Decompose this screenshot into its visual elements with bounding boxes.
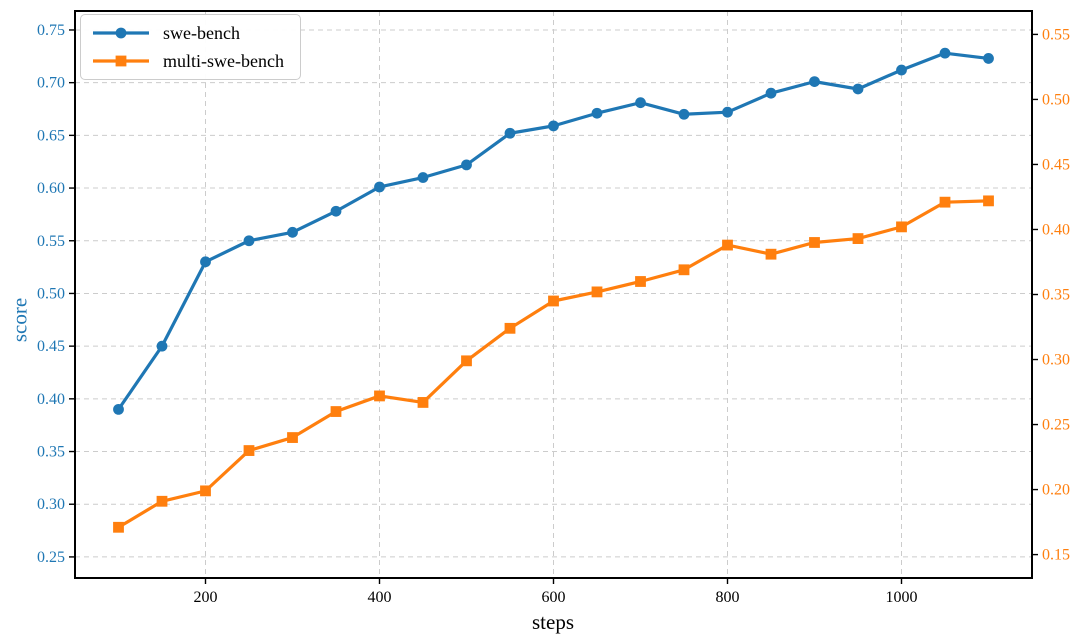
- left-tick-label: 0.25: [37, 549, 65, 566]
- right-tick-label: 0.35: [1042, 287, 1070, 304]
- swe-bench-point: [983, 53, 994, 64]
- plot-border: [74, 10, 1033, 579]
- multi-swe-bench-point: [678, 264, 690, 276]
- left-tick-label: 0.65: [37, 127, 65, 144]
- right-tick-label: 0.50: [1042, 91, 1070, 108]
- swe-bench-point: [461, 159, 472, 171]
- right-tick-label: 0.55: [1042, 26, 1070, 43]
- right-tick-label: 0.30: [1042, 352, 1070, 369]
- y-axis-label: score: [7, 297, 32, 343]
- swe-bench-point: [504, 127, 516, 139]
- multi-swe-bench-point: [548, 295, 559, 307]
- left-tick-label: 0.50: [37, 285, 65, 302]
- multi-swe-bench-point: [983, 195, 994, 207]
- swe-bench-point: [939, 47, 951, 59]
- legend-item-swe-bench: swe-bench: [91, 22, 284, 44]
- multi-swe-bench-point: [635, 276, 646, 287]
- multi-swe-bench-point: [417, 397, 429, 408]
- x-tick-label: 200: [194, 589, 218, 606]
- swe-bench-point: [809, 76, 820, 88]
- multi-swe-bench-point: [156, 495, 168, 507]
- multi-swe-bench-point: [765, 248, 777, 260]
- swe-bench-point: [678, 108, 690, 120]
- multi-swe-bench-point: [461, 355, 472, 367]
- left-tick-label: 0.55: [37, 233, 65, 250]
- multi-swe-bench-point: [330, 406, 342, 417]
- right-tick-label: 0.45: [1042, 156, 1070, 173]
- left-tick-label: 0.40: [37, 391, 65, 408]
- multi-swe-bench-point: [200, 485, 211, 497]
- legend-label-multi-swe-bench: multi-swe-bench: [163, 51, 284, 71]
- legend-label-swe-bench: swe-bench: [163, 23, 240, 43]
- swe-bench-point: [113, 403, 124, 415]
- left-tick-label: 0.35: [37, 444, 65, 461]
- multi-swe-bench-point: [591, 286, 603, 298]
- swe-bench-point: [417, 172, 429, 183]
- legend: swe-bench multi-swe-bench: [80, 14, 301, 80]
- right-tick-label: 0.25: [1042, 417, 1070, 434]
- multi-swe-bench-point: [504, 322, 516, 334]
- swe-bench-point: [852, 83, 864, 95]
- swe-bench-point: [722, 106, 733, 118]
- x-tick-label: 600: [542, 589, 566, 606]
- multi-swe-bench-point: [287, 432, 298, 443]
- x-axis-label: steps: [532, 610, 574, 634]
- swe-bench-point: [243, 235, 255, 247]
- swe-bench-point: [200, 256, 211, 268]
- multi-swe-bench-point: [722, 239, 733, 251]
- legend-sample-swe-bench-icon: [93, 27, 149, 39]
- swe-bench-point: [330, 205, 342, 217]
- swe-bench-point: [635, 97, 646, 109]
- multi-swe-bench-point: [113, 521, 124, 533]
- left-tick-label: 0.45: [37, 338, 65, 355]
- legend-item-multi-swe-bench: multi-swe-bench: [91, 50, 284, 72]
- left-tick-label: 0.60: [37, 180, 65, 197]
- right-tick-label: 0.15: [1042, 547, 1070, 564]
- left-tick-label: 0.70: [37, 75, 65, 92]
- multi-swe-bench-point: [896, 221, 907, 233]
- swe-bench-point: [374, 181, 385, 193]
- right-tick-label: 0.40: [1042, 221, 1070, 238]
- swe-bench-point: [765, 87, 777, 99]
- x-tick-label: 1000: [886, 589, 918, 606]
- swe-bench-point: [896, 64, 907, 76]
- left-tick-label: 0.30: [37, 496, 65, 513]
- swe-bench-point: [287, 226, 298, 238]
- x-tick-label: 400: [368, 589, 392, 606]
- swe-bench-point: [591, 107, 603, 119]
- legend-sample-multi-swe-bench-icon: [93, 55, 149, 67]
- left-tick-label: 0.75: [37, 22, 65, 39]
- multi-swe-bench-point: [852, 233, 864, 244]
- multi-swe-bench-point: [939, 196, 951, 208]
- right-tick-label: 0.20: [1042, 482, 1070, 499]
- swe-bench-point: [548, 120, 559, 132]
- x-tick-label: 800: [716, 589, 740, 606]
- multi-swe-bench-point: [809, 237, 820, 248]
- swe-bench-point: [156, 340, 168, 352]
- multi-swe-bench-point: [243, 445, 255, 456]
- multi-swe-bench-point: [374, 390, 385, 402]
